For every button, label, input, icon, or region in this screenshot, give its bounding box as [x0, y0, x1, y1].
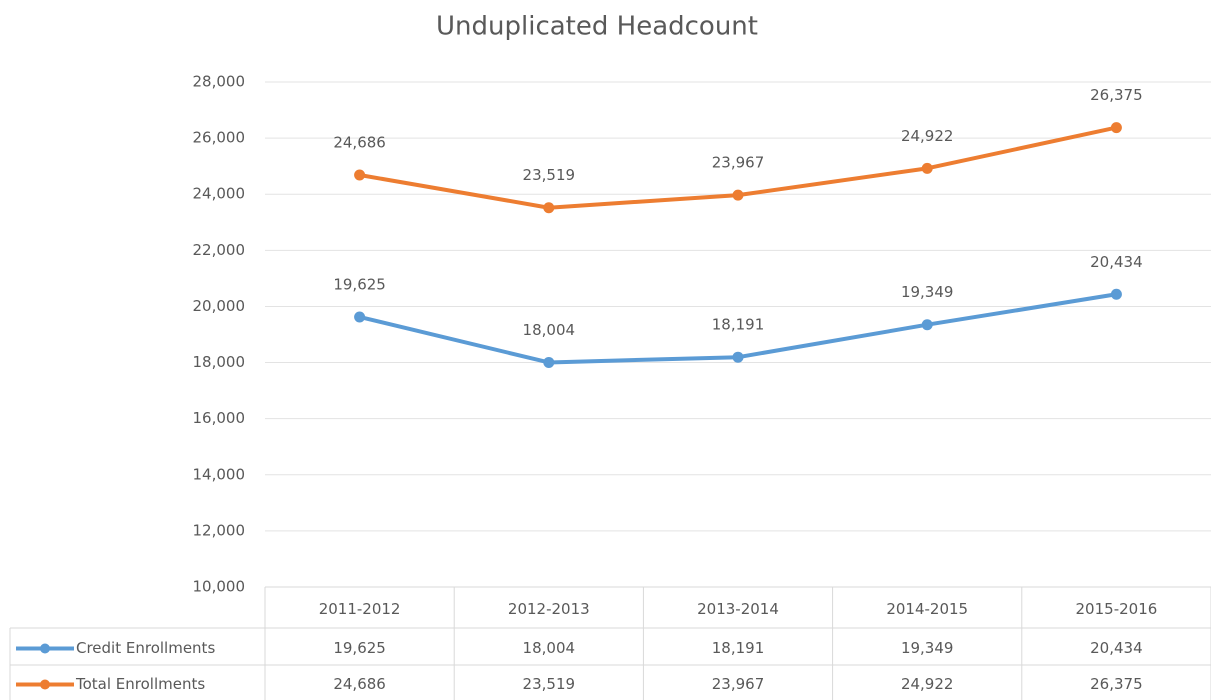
x-tick-label: 2013-2014 — [697, 600, 779, 618]
table-cell: 18,004 — [523, 639, 576, 657]
y-tick-label: 26,000 — [193, 129, 246, 147]
x-tick-label: 2012-2013 — [508, 600, 590, 618]
data-label: 23,967 — [712, 154, 765, 172]
y-tick-label: 18,000 — [193, 353, 246, 371]
legend-marker — [40, 679, 50, 690]
marker — [354, 311, 366, 323]
data-label: 18,191 — [712, 316, 765, 334]
data-label: 24,686 — [333, 133, 386, 151]
marker — [1110, 288, 1122, 300]
marker — [921, 162, 933, 174]
legend-label: Credit Enrollments — [76, 639, 215, 657]
chart-title: Unduplicated Headcount — [436, 12, 758, 42]
data-label: 18,004 — [523, 321, 576, 339]
table-cell: 19,349 — [901, 639, 954, 657]
table-cell: 23,519 — [523, 675, 576, 693]
legend-label: Total Enrollments — [75, 675, 205, 693]
y-tick-label: 28,000 — [193, 73, 246, 91]
table-cell: 24,922 — [901, 675, 954, 693]
table-cell: 23,967 — [712, 675, 765, 693]
y-tick-label: 10,000 — [193, 578, 246, 596]
marker — [543, 356, 555, 368]
marker — [543, 202, 555, 214]
marker — [732, 351, 744, 363]
data-label: 19,349 — [901, 283, 954, 301]
y-tick-label: 22,000 — [193, 241, 246, 259]
table-cell: 19,625 — [333, 639, 386, 657]
data-label: 23,519 — [523, 166, 576, 184]
x-tick-label: 2014-2015 — [886, 600, 968, 618]
y-tick-label: 14,000 — [193, 465, 246, 483]
y-tick-label: 12,000 — [193, 521, 246, 539]
marker — [732, 189, 744, 201]
marker — [354, 169, 366, 181]
data-label: 24,922 — [901, 127, 954, 145]
marker — [1110, 122, 1122, 134]
marker — [921, 319, 933, 331]
y-tick-label: 16,000 — [193, 409, 246, 427]
x-tick-label: 2011-2012 — [319, 600, 401, 618]
data-label: 20,434 — [1090, 253, 1143, 271]
y-tick-label: 20,000 — [193, 297, 246, 315]
table-cell: 20,434 — [1090, 639, 1143, 657]
data-label: 26,375 — [1090, 86, 1143, 104]
data-label: 19,625 — [333, 275, 386, 293]
table-cell: 26,375 — [1090, 675, 1143, 693]
table-cell: 18,191 — [712, 639, 765, 657]
x-tick-label: 2015-2016 — [1076, 600, 1158, 618]
legend-marker — [40, 643, 50, 654]
table-cell: 24,686 — [333, 675, 386, 693]
y-tick-label: 24,000 — [193, 185, 246, 203]
